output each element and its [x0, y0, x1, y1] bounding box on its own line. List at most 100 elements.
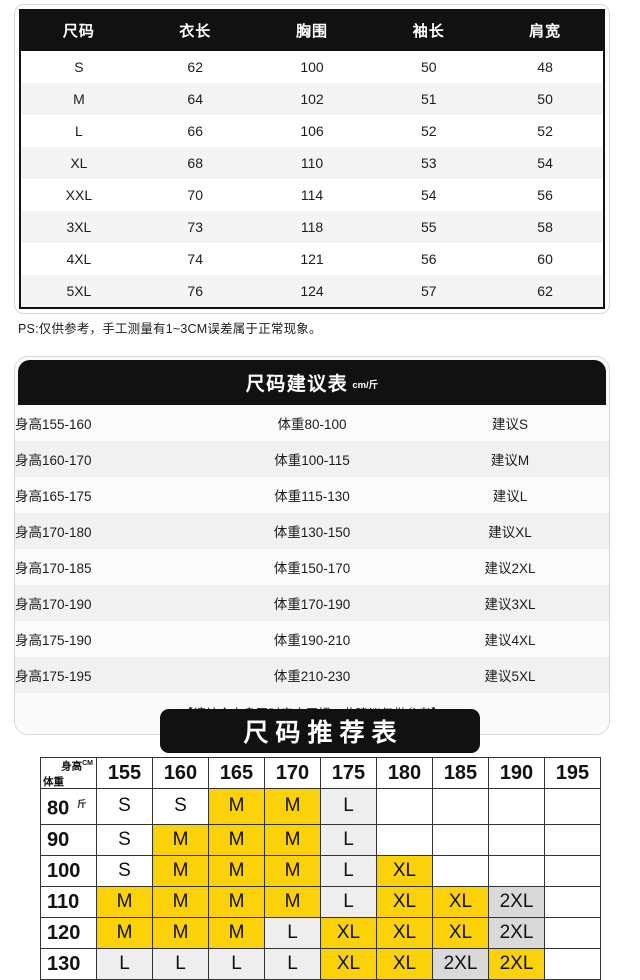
cell-bust: 100 — [253, 51, 371, 83]
cell-length: 62 — [136, 51, 254, 83]
cell-shoulder: 50 — [487, 83, 604, 115]
grid-cell — [376, 788, 433, 825]
size-spec-thead: 尺码 衣长 胸围 袖长 肩宽 — [20, 10, 604, 51]
cell-size: 3XL — [20, 211, 137, 243]
grid-row-header-90: 90 — [40, 823, 97, 856]
grid-cell — [544, 885, 601, 918]
recommend-grid-body: 身高CM 体重 155 160 165 170 175 180 185 190 … — [40, 757, 601, 980]
cell-sleeve: 53 — [370, 147, 488, 179]
size-suggestion-card: 尺码建议表 cm/斤 身高155-160 体重80-100 建议S 身高160-1… — [14, 356, 610, 735]
cell-bust: 121 — [253, 243, 371, 275]
grid-cell: M — [152, 823, 209, 856]
cell-bust: 110 — [253, 147, 371, 179]
cell-shoulder: 56 — [487, 179, 604, 211]
cell-height: 身高170-185 — [15, 549, 213, 585]
size-spec-table: 尺码 衣长 胸围 袖长 肩宽 S 62 100 50 48 — [19, 9, 605, 309]
cell-suggestion: 建议L — [411, 477, 609, 513]
list-item: 身高175-195 体重210-230 建议5XL — [15, 657, 609, 693]
grid-cell: M — [96, 885, 153, 918]
grid-cell — [488, 823, 545, 856]
cell-bust: 118 — [253, 211, 371, 243]
table-row: 90 S M M M L — [40, 823, 601, 856]
list-item: 身高175-190 体重190-210 建议4XL — [15, 621, 609, 657]
grid-cell: S — [96, 788, 153, 825]
grid-col-header-165: 165 — [208, 757, 265, 789]
grid-cell: M — [96, 916, 153, 949]
cell-sleeve: 57 — [370, 275, 488, 308]
table-row: 5XL 76 124 57 62 — [20, 275, 604, 308]
size-suggestion-unit: cm/斤 — [352, 380, 379, 391]
cell-shoulder: 52 — [487, 115, 604, 147]
cell-length: 70 — [136, 179, 254, 211]
grid-cell — [376, 823, 433, 856]
grid-cell: M — [152, 854, 209, 887]
size-spec-header-row: 尺码 衣长 胸围 袖长 肩宽 — [20, 10, 604, 51]
cell-height: 身高170-190 — [15, 585, 213, 621]
list-item: 身高170-190 体重170-190 建议3XL — [15, 585, 609, 621]
cell-size: S — [20, 51, 137, 83]
measurement-note: PS:仅供参考，手工测量有1~3CM误差属于正常现象。 — [18, 322, 322, 336]
col-header-length: 衣长 — [136, 10, 254, 51]
cell-weight: 体重80-100 — [213, 405, 411, 441]
cell-sleeve: 55 — [370, 211, 488, 243]
recommend-grid-title: 尺码推荐表 — [160, 709, 480, 753]
cell-weight: 体重115-130 — [213, 477, 411, 513]
grid-cell: L — [320, 788, 377, 825]
table-row: 130 L L L L XL XL 2XL 2XL — [40, 947, 601, 980]
grid-cell — [488, 788, 545, 825]
grid-cell — [544, 854, 601, 887]
grid-cell — [544, 823, 601, 856]
cell-size: XXL — [20, 179, 137, 211]
table-row: 120 M M M L XL XL XL 2XL — [40, 916, 601, 949]
cell-sleeve: 50 — [370, 51, 488, 83]
cell-sleeve: 54 — [370, 179, 488, 211]
table-row: XL 68 110 53 54 — [20, 147, 604, 179]
grid-cell: 2XL — [488, 885, 545, 918]
grid-cell: M — [264, 788, 321, 825]
size-suggestion-table: 身高155-160 体重80-100 建议S 身高160-170 体重100-1… — [15, 405, 609, 693]
list-item: 身高155-160 体重80-100 建议S — [15, 405, 609, 441]
cell-size: M — [20, 83, 137, 115]
grid-cell: XL — [432, 885, 489, 918]
recommend-grid-wrapper: 身高CM 体重 155 160 165 170 175 180 185 190 … — [40, 757, 601, 980]
cell-length: 73 — [136, 211, 254, 243]
grid-cell — [432, 854, 489, 887]
grid-col-header-160: 160 — [152, 757, 209, 789]
grid-cell: M — [208, 823, 265, 856]
cell-height: 身高165-175 — [15, 477, 213, 513]
cell-weight: 体重190-210 — [213, 621, 411, 657]
cell-suggestion: 建议3XL — [411, 585, 609, 621]
col-header-shoulder: 肩宽 — [487, 10, 604, 51]
cell-length: 64 — [136, 83, 254, 115]
cell-length: 68 — [136, 147, 254, 179]
grid-cell: M — [208, 885, 265, 918]
cell-length: 76 — [136, 275, 254, 308]
grid-col-header-170: 170 — [264, 757, 321, 789]
table-row: 3XL 73 118 55 58 — [20, 211, 604, 243]
cell-weight: 体重170-190 — [213, 585, 411, 621]
cell-height: 身高175-195 — [15, 657, 213, 693]
grid-cell: M — [264, 823, 321, 856]
cell-size: 4XL — [20, 243, 137, 275]
list-item: 身高165-175 体重115-130 建议L — [15, 477, 609, 513]
cell-sleeve: 51 — [370, 83, 488, 115]
grid-cell — [544, 916, 601, 949]
cell-weight: 体重150-170 — [213, 549, 411, 585]
grid-cell: L — [320, 885, 377, 918]
grid-cell: XL — [320, 947, 377, 980]
grid-cell: XL — [432, 916, 489, 949]
grid-row-weight-value: 80 — [47, 797, 70, 820]
grid-row-header-130: 130 — [40, 947, 97, 980]
grid-cell: M — [208, 854, 265, 887]
cell-bust: 114 — [253, 179, 371, 211]
grid-cell: S — [152, 788, 209, 825]
cell-suggestion: 建议S — [411, 405, 609, 441]
grid-cell: L — [320, 823, 377, 856]
grid-cell: M — [152, 885, 209, 918]
grid-corner-cell: 身高CM 体重 — [40, 757, 97, 789]
grid-cell: XL — [320, 916, 377, 949]
grid-col-header-180: 180 — [376, 757, 433, 789]
size-suggestion-title: 尺码建议表 — [245, 374, 349, 395]
size-spec-card: 尺码 衣长 胸围 袖长 肩宽 S 62 100 50 48 — [14, 4, 610, 314]
grid-cell — [432, 788, 489, 825]
